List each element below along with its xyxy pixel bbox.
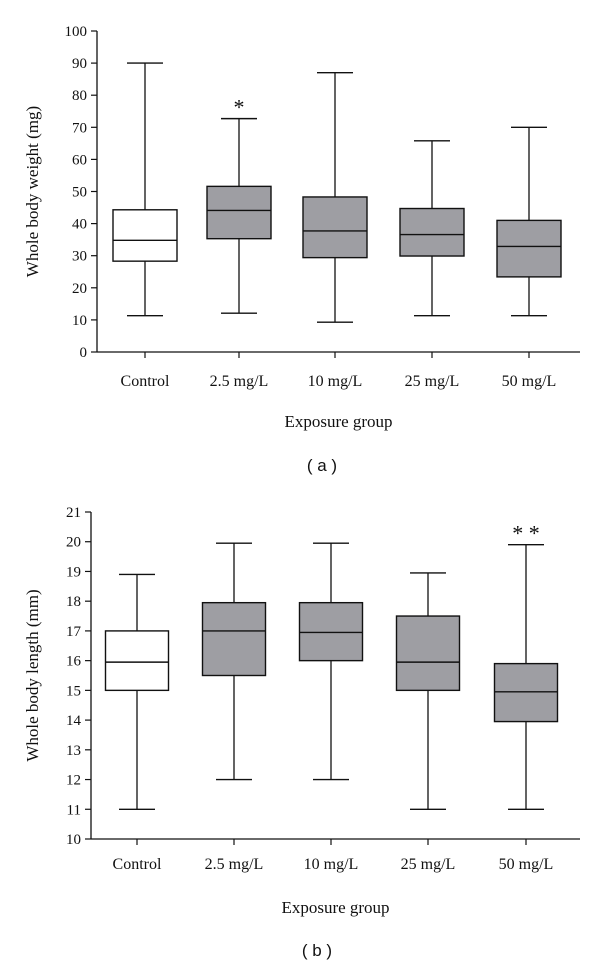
iqr-box: [395, 615, 461, 692]
y-tick-label: 90: [72, 56, 87, 72]
y-tick-label: 16: [66, 654, 82, 670]
y-tick-label: 0: [80, 345, 88, 361]
x-category-label: Control: [113, 856, 162, 873]
x-category-label: 25 mg/L: [405, 373, 460, 390]
iqr-box: [112, 209, 178, 262]
x-category-label: 10 mg/L: [308, 373, 363, 390]
box-plot-4: * *: [493, 521, 559, 810]
x-category-label: 50 mg/L: [502, 373, 557, 390]
iqr-box: [201, 601, 267, 677]
box-plot-1: [201, 542, 267, 781]
box-plot-3: [395, 572, 461, 810]
box-plot-0: [112, 62, 178, 317]
box-plot-0: [104, 573, 170, 810]
panel-label-a: ( a ): [307, 456, 337, 475]
significance-marker: * *: [512, 521, 540, 546]
iqr-box: [496, 219, 562, 278]
y-tick-label: 15: [66, 683, 81, 699]
iqr-box: [493, 662, 559, 723]
y-tick-label: 100: [65, 24, 88, 40]
x-axis-title: Exposure group: [281, 898, 389, 917]
iqr-box: [104, 630, 170, 692]
iqr-box: [206, 185, 272, 240]
box-plot-1: *: [206, 95, 272, 314]
y-tick-label: 10: [66, 832, 81, 848]
x-category-label: 25 mg/L: [401, 856, 456, 873]
y-tick-label: 50: [72, 185, 87, 201]
y-tick-label: 80: [72, 88, 87, 104]
x-category-label: 10 mg/L: [304, 856, 359, 873]
y-tick-label: 30: [72, 249, 87, 265]
x-category-label: 2.5 mg/L: [205, 856, 264, 873]
y-tick-label: 20: [66, 535, 81, 551]
y-axis-title: Whole body length (mm): [23, 589, 42, 761]
y-tick-label: 14: [66, 713, 82, 729]
x-category-label: 50 mg/L: [499, 856, 554, 873]
y-tick-label: 19: [66, 564, 81, 580]
y-tick-label: 17: [66, 624, 82, 640]
y-tick-label: 70: [72, 120, 87, 136]
y-axis-title: Whole body weight (mg): [23, 106, 42, 277]
y-tick-label: 21: [66, 505, 81, 521]
y-tick-label: 10: [72, 313, 87, 329]
iqr-box: [298, 601, 364, 662]
y-tick-label: 11: [67, 802, 81, 818]
box-plot-2: [298, 542, 364, 781]
significance-marker: *: [234, 95, 245, 120]
panel-label-b: ( b ): [302, 941, 332, 960]
iqr-box: [302, 196, 368, 259]
y-tick-label: 12: [66, 773, 81, 789]
y-tick-label: 20: [72, 281, 87, 297]
x-category-label: 2.5 mg/L: [210, 373, 269, 390]
y-tick-label: 13: [66, 743, 81, 759]
box-plot-4: [496, 126, 562, 317]
y-tick-label: 18: [66, 594, 81, 610]
panel-a-weight-chart: 0 10 20 30 40 50 60 70 80 90 100 Control 2.5 mg/L 10 …: [23, 24, 580, 431]
iqr-box: [399, 207, 465, 257]
y-tick-label: 40: [72, 217, 87, 233]
x-axis-title: Exposure group: [284, 412, 392, 431]
x-category-label: Control: [121, 373, 170, 390]
panel-b-length-chart: 10 11 12 13 14 15 16 17 18 19 20 21 Control 2.5 mg/L 1…: [23, 505, 580, 917]
box-plot-2: [302, 72, 368, 323]
y-tick-label: 60: [72, 152, 87, 168]
box-plot-3: [399, 140, 465, 317]
